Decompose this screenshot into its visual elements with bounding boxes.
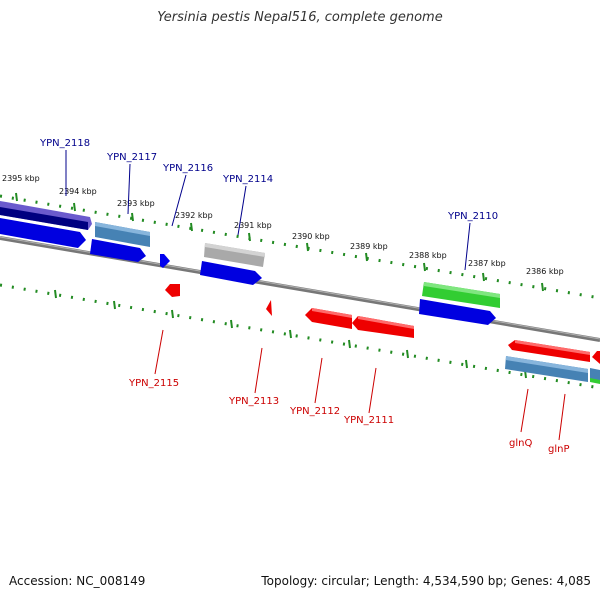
gene-YPN_2112-band bbox=[312, 308, 352, 318]
gene-YPN_2111-band bbox=[358, 316, 414, 329]
gene-YPN_2113 bbox=[266, 300, 272, 316]
gene-glnP-green bbox=[590, 378, 600, 384]
outer-major-ticks bbox=[15, 192, 544, 292]
gene-YPN_2111 bbox=[352, 316, 414, 338]
gene-label-YPN_2117: YPN_2117 bbox=[106, 152, 157, 163]
inner-tick-track bbox=[0, 283, 600, 390]
reverse-label-leaders bbox=[154, 329, 566, 441]
gene-blue-inner-3 bbox=[200, 261, 262, 285]
scale-label-2387: 2387 kbp bbox=[468, 259, 506, 268]
forward-genes bbox=[0, 201, 500, 325]
gene-label-YPN_2116: YPN_2116 bbox=[162, 163, 213, 174]
scale-label-2386: 2386 kbp bbox=[526, 267, 564, 276]
scale-label-2394: 2394 kbp bbox=[59, 187, 97, 196]
scale-label-2389: 2389 kbp bbox=[350, 242, 388, 251]
scale-label-2393: 2393 kbp bbox=[117, 199, 155, 208]
genome-backbone-highlight bbox=[0, 236, 600, 340]
genome-backbone bbox=[0, 236, 600, 342]
gene-label-YPN_2112: YPN_2112 bbox=[289, 406, 340, 417]
scale-label-2390: 2390 kbp bbox=[292, 232, 330, 241]
gene-label-YPN_2111: YPN_2111 bbox=[343, 415, 394, 426]
gene-glnQ-red-band bbox=[515, 340, 590, 355]
gene-label-YPN_2115: YPN_2115 bbox=[128, 378, 179, 389]
gene-YPN_2115 bbox=[165, 284, 180, 297]
forward-label-leaders bbox=[65, 150, 471, 271]
gene-YPN_2110-band bbox=[424, 282, 500, 298]
scale-label-2392: 2392 kbp bbox=[175, 211, 213, 220]
gene-blue-inner-2 bbox=[90, 239, 146, 262]
gene-label-YPN_2114: YPN_2114 bbox=[222, 174, 273, 185]
reverse-genes bbox=[165, 284, 600, 384]
scale-label-2391: 2391 kbp bbox=[234, 221, 272, 230]
gene-label-YPN_2118: YPN_2118 bbox=[39, 138, 90, 149]
gene-label-glnP: glnP bbox=[548, 444, 570, 455]
scale-label-2395: 2395 kbp bbox=[2, 174, 40, 183]
outer-tick-track bbox=[0, 194, 600, 300]
gene-label-YPN_2110: YPN_2110 bbox=[447, 211, 498, 222]
gene-glnQ-red bbox=[508, 340, 590, 362]
genome-summary-text: Topology: circular; Length: 4,534,590 bp… bbox=[261, 574, 591, 588]
gene-blue-inner-4 bbox=[419, 299, 496, 325]
gene-label-YPN_2113: YPN_2113 bbox=[228, 396, 279, 407]
gene-red-right bbox=[592, 351, 600, 364]
gene-YPN_2116 bbox=[160, 254, 170, 268]
gene-label-glnQ: glnQ bbox=[509, 438, 532, 449]
gene-blue-inner-1 bbox=[0, 218, 86, 248]
inner-major-ticks bbox=[54, 289, 527, 379]
scale-label-2388: 2388 kbp bbox=[409, 251, 447, 260]
gene-YPN_2114-band bbox=[205, 243, 265, 257]
accession-text: Accession: NC_008149 bbox=[9, 574, 146, 588]
gene-YPN_2117-band bbox=[95, 222, 150, 236]
gene-YPN_2118-band bbox=[0, 207, 88, 230]
gene-glnQ-band bbox=[506, 356, 588, 373]
map-title: Yersinia pestis Nepal516, complete genom… bbox=[157, 10, 443, 25]
